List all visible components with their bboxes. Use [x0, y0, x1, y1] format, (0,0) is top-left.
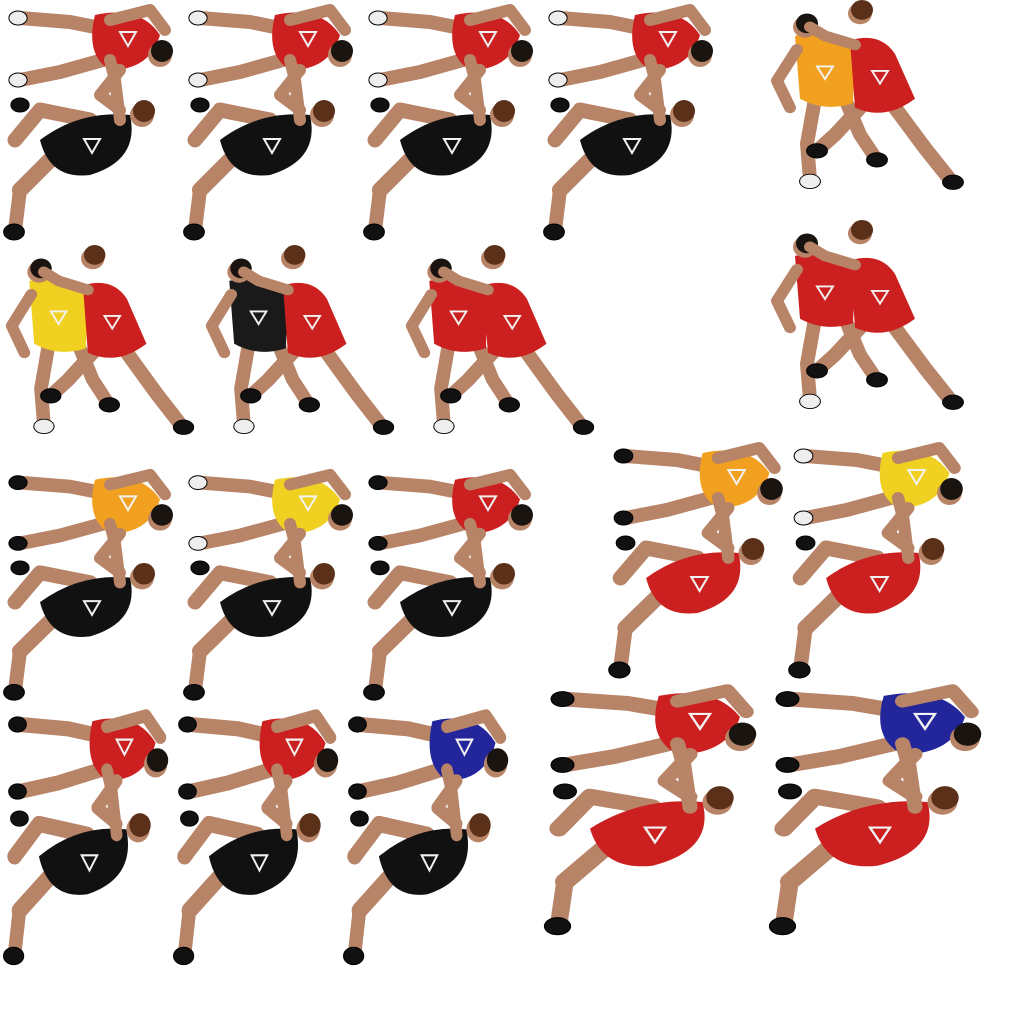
sprite-frame-2 [183, 4, 353, 241]
sprite-frame-13 [608, 442, 783, 679]
sprite-frame-11 [183, 468, 353, 701]
sprite-frame-6 [5, 245, 195, 435]
sprite-frame-19 [768, 684, 982, 936]
sprite-frame-14 [788, 442, 963, 679]
sprite-frame-18 [543, 684, 757, 936]
sprite-frame-3 [363, 4, 533, 241]
sprite-frame-1 [3, 4, 173, 241]
sprite-frame-15 [3, 709, 169, 966]
sprite-frame-9 [771, 220, 964, 410]
sprite-frame-7 [205, 245, 395, 435]
sprite-frame-4 [543, 4, 713, 241]
sprite-frame-10 [3, 468, 173, 701]
sprite-frame-12 [363, 468, 533, 701]
sprite-frame-16 [173, 709, 339, 966]
sprite-frame-8 [405, 245, 595, 435]
sprite-frame-17 [343, 709, 509, 966]
sprite-frame-5 [771, 0, 964, 190]
